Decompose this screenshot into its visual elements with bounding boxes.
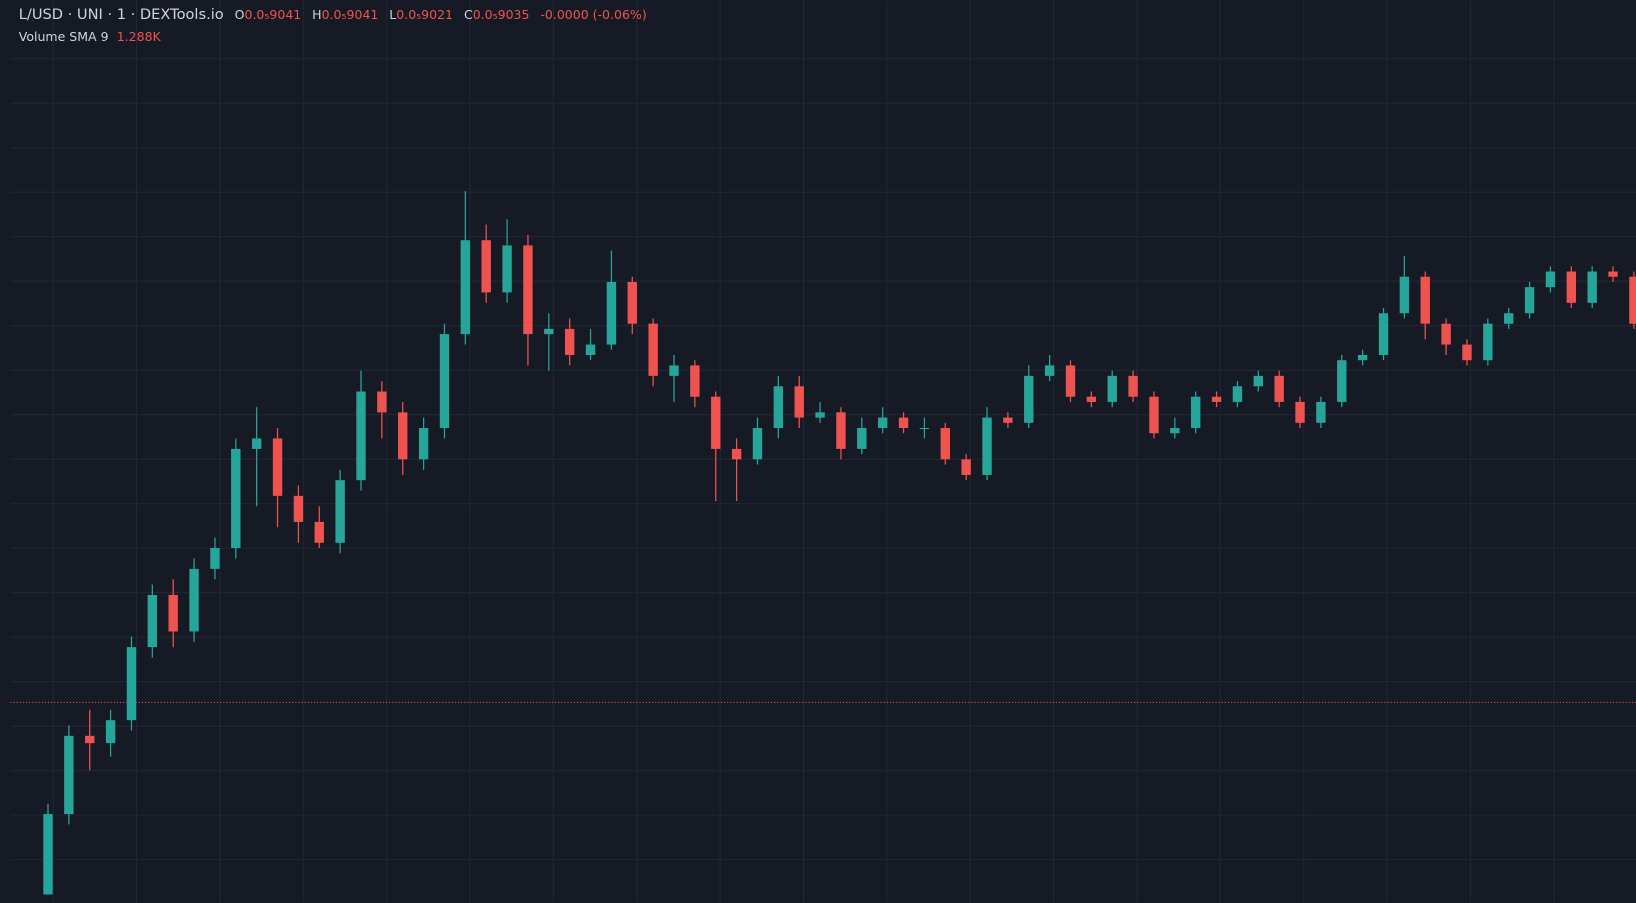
candle-body bbox=[64, 735, 74, 815]
candle-body bbox=[314, 521, 324, 543]
candle-body bbox=[1357, 354, 1368, 361]
candle-body bbox=[481, 240, 491, 293]
candle-body bbox=[982, 417, 992, 475]
candle-body bbox=[752, 428, 763, 460]
candle-body bbox=[1107, 375, 1117, 402]
candle-body bbox=[1191, 396, 1201, 429]
candle-body bbox=[1399, 276, 1410, 314]
candle-body bbox=[43, 814, 53, 895]
candle-body bbox=[418, 428, 429, 460]
candle-body bbox=[648, 323, 658, 376]
candle-body bbox=[564, 328, 575, 355]
legend-label: L bbox=[389, 7, 396, 22]
candle-body bbox=[1065, 365, 1076, 397]
candle-body bbox=[690, 365, 700, 397]
candle-body bbox=[877, 417, 888, 429]
candle-body bbox=[1337, 360, 1347, 402]
candle-body bbox=[168, 594, 178, 632]
symbol-title: L/USD · UNI · 1 · DEXTools.io bbox=[19, 6, 224, 23]
candle-body bbox=[1483, 323, 1493, 361]
candle-body bbox=[585, 344, 596, 355]
candle-body bbox=[147, 594, 158, 648]
candle-body bbox=[1024, 375, 1034, 423]
change: -0.0000 (-0.06%) bbox=[540, 7, 646, 22]
candle-body bbox=[794, 386, 804, 418]
candle-body bbox=[1629, 276, 1636, 324]
candle-body bbox=[836, 412, 846, 449]
legend-value: 0.0₅9041 bbox=[322, 7, 379, 22]
candle-body bbox=[398, 412, 408, 460]
candle-body bbox=[1253, 375, 1263, 387]
candle-body bbox=[231, 448, 241, 549]
candle-body bbox=[1149, 396, 1159, 434]
legend-value: 0.0₅9021 bbox=[396, 7, 453, 22]
legend-label: C bbox=[464, 7, 473, 22]
plot-area bbox=[10, 191, 1636, 895]
candle-body bbox=[1524, 287, 1535, 314]
candle-body bbox=[126, 647, 137, 721]
candle-body bbox=[1211, 396, 1222, 402]
candle-body bbox=[919, 428, 930, 430]
legend-value: 0.0₅9035 bbox=[473, 7, 530, 22]
candle-body bbox=[1232, 386, 1243, 402]
legend-label: H bbox=[312, 7, 321, 22]
candle-body bbox=[335, 480, 345, 543]
candle-body bbox=[711, 396, 721, 449]
candle-body bbox=[1128, 375, 1138, 397]
candle-body bbox=[1608, 271, 1618, 277]
candle-body bbox=[627, 281, 637, 324]
candle-body bbox=[940, 428, 950, 460]
candle-body bbox=[731, 448, 742, 460]
candle-body bbox=[251, 438, 262, 449]
candle-body bbox=[544, 328, 554, 335]
candle-body bbox=[1086, 396, 1097, 402]
candle-body bbox=[523, 245, 533, 335]
candle-body bbox=[1295, 401, 1305, 423]
candle-body bbox=[1044, 365, 1055, 376]
indicator: Volume SMA 9 1.288K bbox=[19, 29, 162, 44]
candle-body bbox=[1441, 323, 1451, 345]
candle-body bbox=[1003, 417, 1013, 423]
candle-body bbox=[898, 417, 909, 429]
candle-body bbox=[1170, 428, 1180, 434]
candle-body bbox=[502, 245, 512, 293]
candle-body bbox=[773, 386, 784, 429]
candle-body bbox=[1566, 271, 1577, 303]
candle-body bbox=[293, 495, 304, 522]
candle-body bbox=[105, 720, 116, 744]
candle-body bbox=[1545, 271, 1556, 288]
header: L/USD · UNI · 1 · DEXTools.io O0.0₅9041 … bbox=[19, 6, 647, 23]
indicator-value: 1.288K bbox=[117, 29, 162, 44]
candle-body bbox=[272, 438, 283, 496]
candle-body bbox=[356, 391, 366, 481]
indicator-name: Volume SMA 9 bbox=[19, 29, 109, 44]
candle-body bbox=[1420, 276, 1430, 324]
candle-body bbox=[606, 281, 617, 345]
candle-body bbox=[1587, 271, 1597, 303]
legend-label: O bbox=[235, 7, 245, 22]
candle-body bbox=[210, 548, 220, 569]
candle-body bbox=[1316, 401, 1326, 423]
grid bbox=[10, 0, 1636, 903]
candle-body bbox=[85, 735, 95, 744]
candle-body bbox=[857, 428, 867, 449]
candle-body bbox=[377, 391, 387, 413]
candle-body bbox=[439, 334, 450, 429]
candle-body bbox=[1504, 313, 1514, 324]
candle-body bbox=[669, 365, 679, 376]
candle-body bbox=[189, 568, 199, 632]
candle-body bbox=[961, 459, 971, 475]
candle-body bbox=[460, 240, 471, 335]
candle-body bbox=[1274, 375, 1284, 402]
candle-body bbox=[815, 412, 825, 418]
candle-body bbox=[1378, 313, 1389, 355]
candle-body bbox=[1462, 344, 1472, 361]
legend-value: 0.0₅9041 bbox=[244, 7, 301, 22]
